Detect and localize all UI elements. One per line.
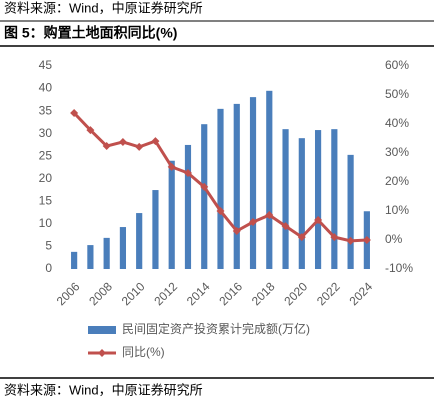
x-tick-label: 2008 [86,279,115,308]
legend-label: 民间固定资产投资累计完成额(万亿) [122,321,310,336]
line-marker [362,236,371,244]
x-tick-label: 2020 [281,279,310,308]
y2-tick-label: 0% [385,232,403,246]
y-tick-label: 10 [39,216,53,230]
line-marker [232,227,241,236]
line-marker [167,162,176,171]
y2-tick-label: 60% [385,58,409,72]
line-marker [346,236,355,245]
y-tick-label: 20 [39,171,53,185]
legend-swatch [88,326,116,334]
bar [168,160,175,269]
x-tick-label: 2006 [54,279,83,308]
x-tick-label: 2014 [184,279,213,308]
y-tick-label: 25 [39,148,53,162]
y-tick-label: 35 [39,103,53,117]
bar [136,213,143,269]
y2-tick-label: 50% [385,87,409,101]
line-marker [249,218,258,227]
bar [184,144,192,269]
line-marker [265,211,274,220]
line-marker [102,142,111,151]
y2-tick-label: 40% [385,116,409,130]
line-marker [86,126,95,135]
bar [266,90,273,269]
line-marker [314,215,323,224]
line-marker [216,207,225,215]
bar [233,103,240,269]
y2-tick-label: 30% [385,145,409,159]
line-marker [118,137,127,146]
bar [282,129,289,269]
bar [71,251,78,269]
source: 资料来源：Wind，中原证券研究所 [4,382,203,397]
bar [249,97,257,269]
line-marker [151,137,160,146]
x-tick-label: 2012 [151,279,180,308]
y2-tick-label: 20% [385,174,409,188]
x-tick-label: 2024 [346,279,375,308]
bar [152,190,159,269]
x-tick-label: 2018 [249,279,278,308]
legend-swatch [98,349,106,357]
chart-title: 图 5：购置土地面积同比(%) [4,25,177,41]
y-tick-label: 45 [39,58,53,72]
bar [87,245,94,269]
source: 资料来源：Wind，中原证券研究所 [4,0,203,15]
line-marker [183,169,192,178]
x-tick-label: 2016 [216,279,245,308]
y-tick-label: 30 [39,126,53,140]
bar [314,130,322,269]
bar [331,129,338,269]
bar [217,108,224,269]
line-marker [70,108,79,117]
y-tick-label: 15 [39,194,53,208]
y-tick-label: 40 [39,81,53,95]
y-tick-label: 5 [45,239,52,253]
line-marker [135,142,144,151]
x-tick-label: 2010 [119,279,148,308]
bar [347,154,354,269]
bar [103,237,110,269]
bar [201,124,208,270]
legend-label: 同比(%) [122,345,165,359]
line-marker [281,222,290,231]
line-marker [297,233,306,242]
line-marker [200,182,209,191]
y-tick-label: 0 [45,261,52,275]
x-tick-label: 2022 [314,279,343,308]
line-marker [330,233,339,242]
y2-tick-label: -10% [385,261,413,275]
bar [119,227,127,269]
y2-tick-label: 10% [385,203,409,217]
bar [298,138,305,269]
